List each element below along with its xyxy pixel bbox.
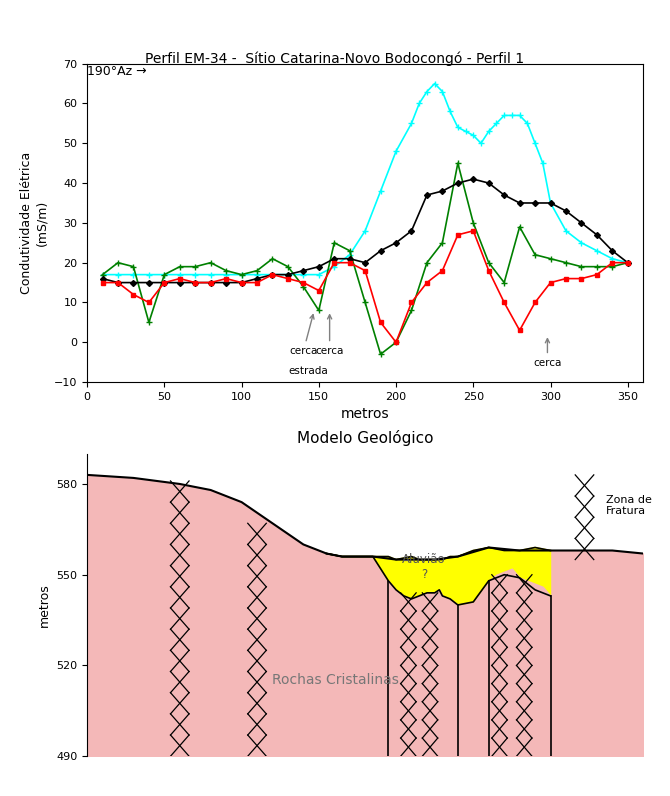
Text: estrada: estrada	[288, 366, 328, 377]
Y-axis label: Condutividade Elétrica
(mS/m): Condutividade Elétrica (mS/m)	[21, 152, 48, 294]
Polygon shape	[326, 548, 551, 605]
Text: Perfil EM-34 -  Sítio Catarina-Novo Bodocongó - Perfil 1: Perfil EM-34 - Sítio Catarina-Novo Bodoc…	[145, 52, 525, 66]
Text: cerca: cerca	[533, 338, 561, 369]
Y-axis label: metros: metros	[38, 583, 50, 626]
Text: Zona de
Fratura: Zona de Fratura	[606, 494, 652, 517]
Title: Modelo Geológico: Modelo Geológico	[297, 430, 433, 446]
Text: 190°Az →: 190°Az →	[87, 65, 147, 78]
X-axis label: metros: metros	[341, 408, 389, 421]
Text: cerca: cerca	[289, 314, 318, 357]
Legend: DH - 40 m, DV- 40 m, DH - 20 m, DV - 20 m: DH - 40 m, DV- 40 m, DH - 20 m, DV - 20 …	[139, 458, 591, 481]
Text: cerca: cerca	[316, 314, 344, 357]
Text: Aluvião
?: Aluvião ?	[402, 552, 446, 581]
Text: Rochas Cristalinas: Rochas Cristalinas	[273, 673, 399, 687]
